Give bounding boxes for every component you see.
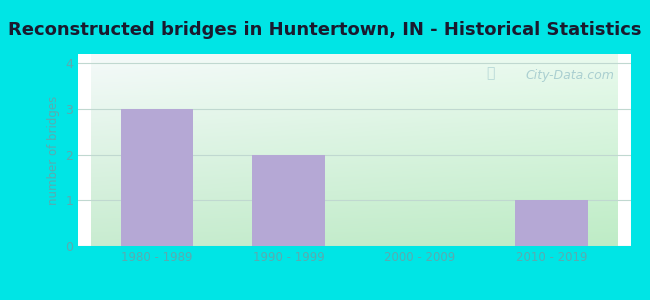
Text: Reconstructed bridges in Huntertown, IN - Historical Statistics: Reconstructed bridges in Huntertown, IN … bbox=[8, 21, 642, 39]
Bar bbox=[121, 109, 193, 246]
Y-axis label: number of bridges: number of bridges bbox=[47, 95, 60, 205]
Bar bbox=[515, 200, 588, 246]
Bar bbox=[252, 154, 324, 246]
Text: City-Data.com: City-Data.com bbox=[525, 69, 614, 82]
Text: ⦾: ⦾ bbox=[487, 67, 495, 80]
